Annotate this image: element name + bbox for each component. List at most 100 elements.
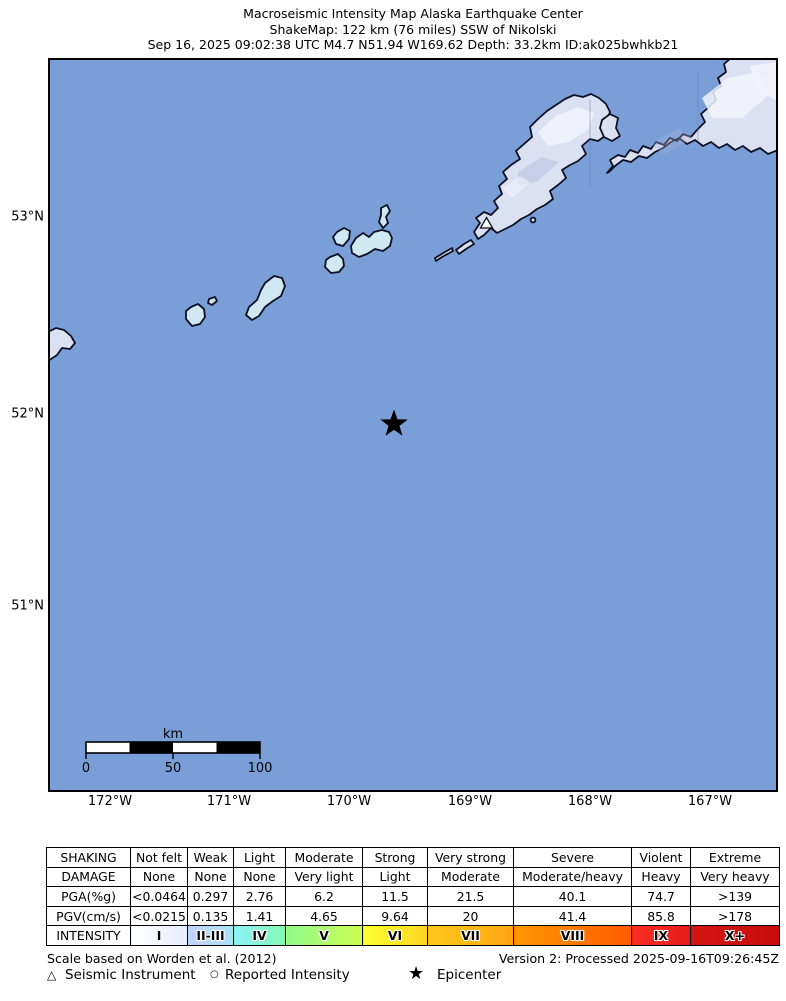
pgv-cell: 41.4 — [513, 905, 632, 927]
figure-title: Macroseismic Intensity Map Alaska Earthq… — [48, 6, 778, 53]
pga-cell: 0.297 — [187, 886, 234, 907]
pga-cell: 6.2 — [285, 886, 363, 907]
pgv-cell: 20 — [427, 905, 514, 927]
seismic-station-triangle-icon — [479, 216, 494, 229]
shaking-cell: Moderate — [285, 847, 363, 868]
row-label-intensity: INTENSITY — [46, 925, 131, 946]
terrain-snow-umnak-2 — [502, 176, 530, 198]
islet-dot — [529, 216, 537, 224]
y-axis-label-51n: 51°N — [11, 598, 44, 614]
intensity-cell-ix: IX — [631, 925, 691, 946]
table-row-intensity: INTENSITY I II-III IV V VI VII VIII IX X… — [46, 925, 780, 946]
x-axis-label-169w: 169°W — [447, 794, 493, 809]
table-row-pga: PGA(%g) <0.0464 0.297 2.76 6.2 11.5 21.5… — [46, 886, 780, 907]
y-axis-label-53n: 53°N — [11, 209, 44, 225]
scale-bar-label-100: 100 — [248, 761, 273, 776]
intensity-cell-v: V — [285, 925, 363, 946]
shaking-cell: Weak — [187, 847, 234, 868]
terrain-texture — [502, 62, 776, 198]
terrain-snow-umnak — [538, 107, 594, 146]
pga-cell: 74.7 — [631, 886, 691, 907]
shaking-cell: Violent — [631, 847, 691, 868]
legend-label-reported-intensity: Reported Intensity — [225, 967, 350, 983]
pgv-cell: >178 — [690, 905, 780, 927]
scale-bar-seg-3 — [173, 742, 217, 753]
damage-cell: None — [187, 866, 234, 888]
scale-bar: km 0 50 100 — [82, 727, 273, 776]
legend-label-epicenter: Epicenter — [437, 967, 502, 983]
shaking-cell: Extreme — [690, 847, 780, 868]
table-row-damage: DAMAGE None None None Very light Light M… — [46, 866, 780, 888]
pgv-cell: 4.65 — [285, 905, 363, 927]
terrain-snow-corner — [750, 62, 776, 100]
islet-near-arm — [599, 113, 621, 142]
islet-sliver-b — [455, 239, 475, 255]
pgv-cell: <0.0215 — [130, 905, 188, 927]
row-label-damage: DAMAGE — [46, 866, 131, 888]
island-small-e — [378, 204, 391, 229]
table-row-pgv: PGV(cm/s) <0.0215 0.135 1.41 4.65 9.64 2… — [46, 905, 780, 927]
row-label-pga: PGA(%g) — [46, 886, 131, 907]
pgv-cell: 85.8 — [631, 905, 691, 927]
reported-intensity-circle-icon: ○ — [210, 969, 219, 980]
shaking-cell: Not felt — [130, 847, 188, 868]
x-axis-label-172w: 172°W — [87, 794, 133, 809]
title-line-3: Sep 16, 2025 09:02:38 UTC M4.7 N51.94 W1… — [147, 37, 679, 52]
island-small-c — [324, 253, 345, 274]
title-line-1: Macroseismic Intensity Map Alaska Earthq… — [243, 6, 583, 21]
pga-cell: 40.1 — [513, 886, 632, 907]
epicenter-star-icon — [380, 409, 408, 436]
intensity-cell-viii: VIII — [513, 925, 632, 946]
island-small-a — [185, 303, 206, 327]
scale-bar-label-50: 50 — [165, 761, 182, 776]
pga-cell: 11.5 — [362, 886, 428, 907]
island-small-b — [207, 296, 218, 306]
table-row-shaking: SHAKING Not felt Weak Light Moderate Str… — [46, 847, 780, 868]
intensity-cell-i: I — [130, 925, 188, 946]
scale-attribution: Scale based on Worden et al. (2012) — [47, 951, 277, 966]
pgv-cell: 9.64 — [362, 905, 428, 927]
version-processed-note: Version 2: Processed 2025-09-16T09:26:45… — [498, 951, 779, 966]
scale-bar-unit: km — [163, 727, 183, 742]
x-axis-label-167w: 167°W — [687, 794, 733, 809]
map-canvas: km 0 50 100 — [50, 60, 776, 790]
intensity-cell-vii: VII — [427, 925, 514, 946]
scale-bar-label-0: 0 — [82, 761, 90, 776]
x-axis-label-170w: 170°W — [326, 794, 372, 809]
pga-cell: 21.5 — [427, 886, 514, 907]
scale-bar-seg-1 — [86, 742, 130, 753]
pga-cell: >139 — [690, 886, 780, 907]
damage-cell: None — [130, 866, 188, 888]
damage-cell: Heavy — [631, 866, 691, 888]
terrain-snow-unalaska — [702, 72, 770, 118]
island-yunaska — [245, 275, 286, 321]
terrain-shade-unalaska — [650, 128, 694, 154]
island-chuginadak — [350, 229, 393, 258]
damage-cell: Very light — [285, 866, 363, 888]
row-label-pgv: PGV(cm/s) — [46, 905, 131, 927]
damage-cell: Moderate/heavy — [513, 866, 632, 888]
damage-cell: Very heavy — [690, 866, 780, 888]
intensity-cell-iv: IV — [233, 925, 286, 946]
intensity-cell-x: X+ — [690, 925, 780, 946]
epicenter-star-icon: ★ — [408, 963, 425, 984]
islet-sliver-a — [434, 247, 454, 262]
title-line-2: ShakeMap: 122 km (76 miles) SSW of Nikol… — [269, 21, 557, 37]
shaking-cell: Severe — [513, 847, 632, 868]
y-axis-label-52n: 52°N — [11, 406, 44, 422]
ocean — [50, 60, 776, 790]
terrain-shade-umnak — [518, 157, 559, 186]
intensity-cell-vi: VI — [362, 925, 428, 946]
x-axis-label-171w: 171°W — [206, 794, 252, 809]
damage-cell: None — [233, 866, 286, 888]
damage-cell: Moderate — [427, 866, 514, 888]
shaking-cell: Light — [233, 847, 286, 868]
intensity-scale-table: SHAKING Not felt Weak Light Moderate Str… — [46, 847, 780, 946]
shaking-cell: Strong — [362, 847, 428, 868]
island-small-d — [332, 227, 351, 247]
row-label-shaking: SHAKING — [46, 847, 131, 868]
legend-label-seismic-instrument: Seismic Instrument — [65, 967, 196, 983]
seismic-instrument-triangle-icon: △ — [47, 968, 57, 982]
pga-cell: <0.0464 — [130, 886, 188, 907]
pgv-cell: 0.135 — [187, 905, 234, 927]
